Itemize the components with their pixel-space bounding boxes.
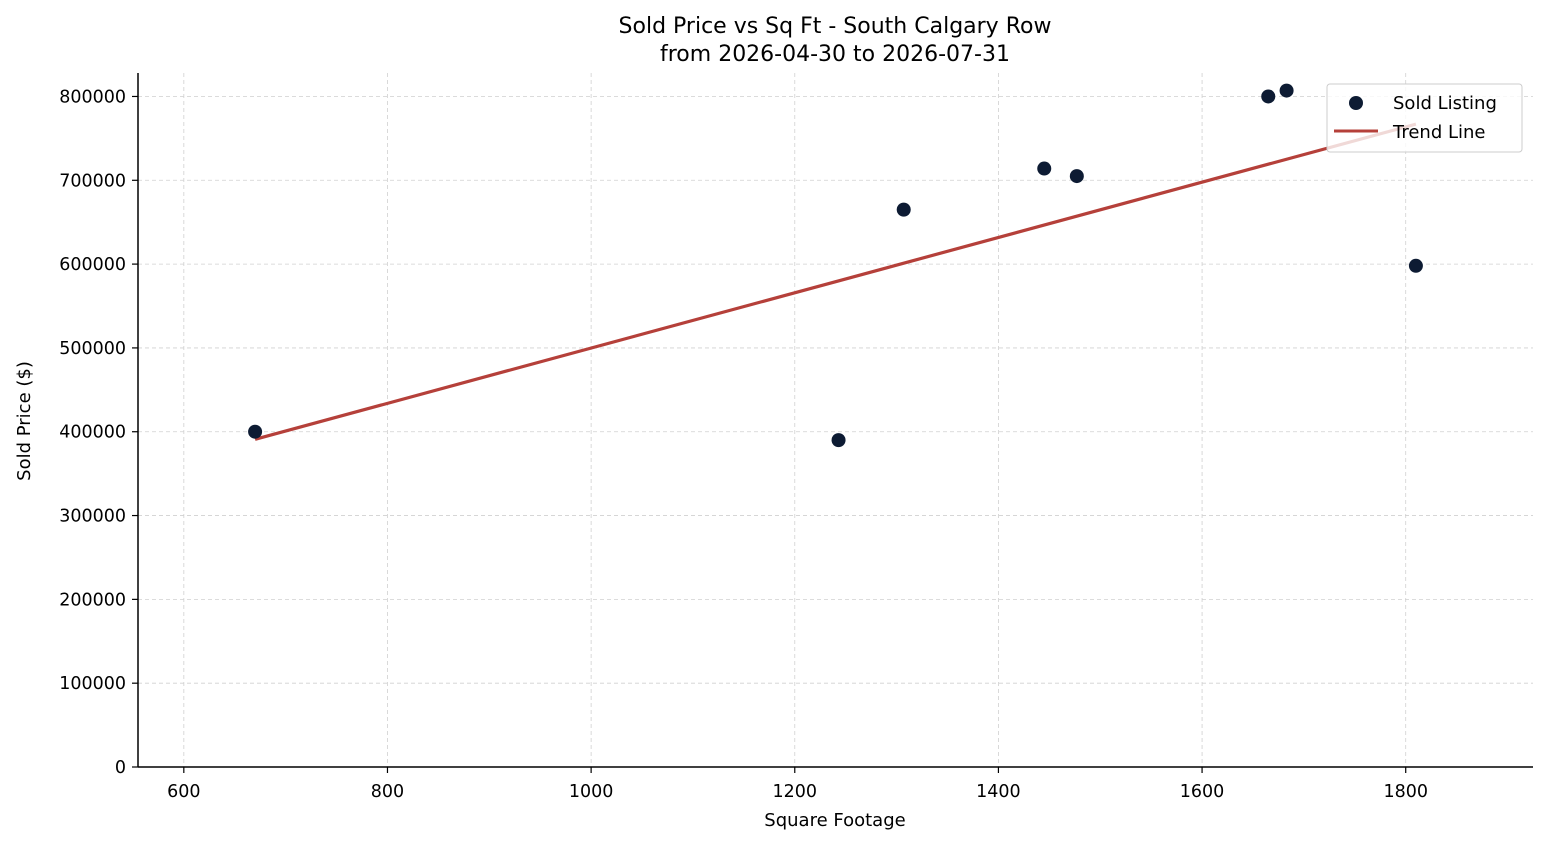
y-tick-label: 100000 <box>59 674 126 694</box>
y-axis-label: Sold Price ($) <box>14 361 35 481</box>
trend-line-layer <box>254 122 1417 441</box>
y-tick-label: 200000 <box>59 590 126 610</box>
sold-listing-point <box>1037 161 1052 176</box>
legend-box <box>1326 83 1523 153</box>
x-tick-label: 1600 <box>1180 782 1225 802</box>
y-tick-label: 800000 <box>59 87 126 107</box>
trend-line <box>254 122 1417 441</box>
axes <box>132 73 1533 773</box>
sold-listing-point <box>831 433 846 448</box>
legend: Sold Listing Trend Line <box>1326 83 1523 153</box>
x-tick-label: 1400 <box>976 782 1021 802</box>
tick-labels: 600 800 1000 1200 1400 1600 1800 0 100000 200000 3… <box>59 87 1428 802</box>
x-axis-label: Square Footage <box>764 810 905 831</box>
chart-title: Sold Price vs Sq Ft - South Calgary Row <box>619 14 1052 39</box>
sold-listing-point <box>1408 258 1423 273</box>
sold-listing-point <box>1069 169 1084 184</box>
data-points-layer <box>248 83 1423 448</box>
y-tick-label: 600000 <box>59 255 126 275</box>
legend-label-trend-line: Trend Line <box>1392 122 1486 143</box>
y-tick-label: 400000 <box>59 423 126 443</box>
sold-listing-point <box>1279 83 1294 98</box>
legend-marker-sold-listing <box>1349 96 1363 110</box>
sold-listing-point <box>1261 89 1276 104</box>
x-tick-label: 1200 <box>772 782 817 802</box>
x-tick-label: 1800 <box>1383 782 1428 802</box>
x-tick-label: 600 <box>167 782 200 802</box>
x-tick-label: 1000 <box>569 782 614 802</box>
legend-label-sold-listing: Sold Listing <box>1393 93 1497 114</box>
y-tick-label: 300000 <box>59 507 126 527</box>
y-tick-label: 700000 <box>59 171 126 191</box>
x-tick-label: 800 <box>371 782 404 802</box>
sold-listing-point <box>896 202 911 217</box>
y-tick-label: 0 <box>115 758 126 778</box>
sold-listing-point <box>248 424 263 439</box>
grid-lines <box>138 73 1533 768</box>
y-tick-label: 500000 <box>59 339 126 359</box>
chart-subtitle: from 2026-04-30 to 2026-07-31 <box>660 42 1010 67</box>
